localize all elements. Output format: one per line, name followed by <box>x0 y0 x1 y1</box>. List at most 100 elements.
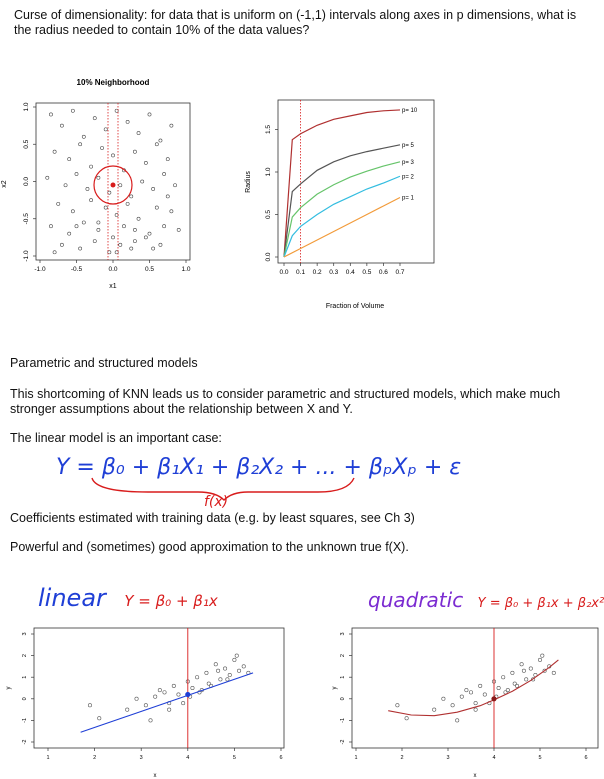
neighborhood-point <box>151 246 156 251</box>
paragraph-linear-model: The linear model is an important case: <box>10 431 222 445</box>
radius-ytick-label: 0.0 <box>265 252 272 261</box>
neighborhood-point <box>129 246 134 251</box>
neighborhood-point <box>100 146 104 150</box>
quadratic-point <box>395 703 400 708</box>
quadratic-point <box>538 657 543 662</box>
neighborhood-point <box>147 231 152 236</box>
radius-xtick-label: 0.6 <box>379 269 388 276</box>
handwritten-equation: Y = β₀ + β₁X₁ + β₂X₂ + ... + βₚXₚ + ε f(… <box>56 455 461 508</box>
neighborhood-frame <box>35 102 191 261</box>
neighborhood-xtick-label: 0.0 <box>108 266 117 273</box>
quadratic-xtick-label: 2 <box>400 755 403 761</box>
quadratic-point <box>478 683 483 688</box>
radius-series-line <box>283 196 401 258</box>
neighborhood-point <box>52 149 57 154</box>
radius-series-line <box>283 161 401 258</box>
quadratic-ytick-label: 2 <box>340 654 346 657</box>
neighborhood-point <box>111 235 115 240</box>
quadratic-point <box>496 686 501 691</box>
linear-point <box>241 664 246 669</box>
neighborhood-point <box>96 220 101 225</box>
linear-equation: Y = β₀ + β₁x <box>124 592 218 610</box>
quadratic-point <box>441 696 446 701</box>
neighborhood-circle <box>93 165 133 205</box>
linear-point <box>190 686 195 691</box>
linear-xtick-label: 6 <box>279 755 282 761</box>
quadratic-point <box>473 701 478 706</box>
quadratic-point <box>469 690 474 695</box>
neighborhood-point <box>107 250 112 255</box>
neighborhood-ytick-label: -0.5 <box>23 213 30 225</box>
radius-xtick-label: 0.5 <box>362 269 371 276</box>
neighborhood-ylabel: x2 <box>1 180 8 188</box>
neighborhood-plot: 10% Neighborhood -1.0 -0.5 0.0 0.5 1.0 -1.0 -0… <box>1 78 191 290</box>
neighborhood-point <box>70 209 75 214</box>
radius-ytick-label: 1.0 <box>265 167 272 176</box>
radius-xtick-label: 0.3 <box>329 269 338 276</box>
header-question: Curse of dimensionality: for data that i… <box>14 8 577 37</box>
neighborhood-point <box>129 194 134 199</box>
neighborhood-point <box>147 112 152 117</box>
neighborhood-point <box>85 187 90 191</box>
neighborhood-point <box>132 228 137 232</box>
linear-word: linear <box>38 584 106 612</box>
neighborhood-point <box>96 228 101 232</box>
neighborhood-ytick-label: 0.0 <box>23 177 30 186</box>
neighborhood-point <box>92 239 97 244</box>
neighborhood-point <box>140 179 145 184</box>
radius-plot: 0.0 0.1 0.2 0.3 0.4 0.5 0.6 0.7 0.0 0.5 1.0 1.5 p= … <box>245 99 435 310</box>
linear-point <box>206 681 211 686</box>
quadratic-point <box>510 670 515 675</box>
linear-point <box>195 675 200 680</box>
linear-ytick-label: 1 <box>22 676 28 679</box>
neighborhood-point <box>56 201 61 206</box>
linear-point <box>97 716 102 721</box>
neighborhood-point <box>67 157 72 162</box>
quadratic-point <box>482 692 487 697</box>
neighborhood-ytick-label: 1.0 <box>23 102 30 111</box>
neighborhood-point <box>107 190 112 195</box>
neighborhood-point <box>81 220 86 225</box>
quadratic-frame <box>351 627 599 749</box>
quadratic-point <box>524 677 529 682</box>
neighborhood-point <box>132 239 137 244</box>
radius-xtick-label: 0.1 <box>296 269 305 276</box>
quadratic-xtick-label: 3 <box>446 755 449 761</box>
neighborhood-point <box>169 209 174 214</box>
quadratic-equation: Y = β₀ + β₁x + β₂x² <box>477 596 604 611</box>
neighborhood-ytick-label: -1.0 <box>23 250 30 262</box>
linear-point <box>171 683 176 688</box>
radius-xtick-label: 0.4 <box>346 269 355 276</box>
linear-point <box>143 703 148 708</box>
quadratic-point <box>505 688 510 693</box>
neighborhood-point <box>78 142 83 147</box>
linear-xtick-label: 5 <box>233 755 236 761</box>
neighborhood-point <box>60 123 64 128</box>
neighborhood-point <box>151 187 156 191</box>
linear-point <box>181 701 186 706</box>
section-title: Parametric and structured models <box>10 356 198 370</box>
neighborhood-point <box>89 164 94 169</box>
neighborhood-point <box>118 183 123 188</box>
radius-xtick-label: 0.2 <box>313 269 322 276</box>
linear-point <box>225 677 230 682</box>
neighborhood-point <box>132 149 137 154</box>
radius-series-line <box>283 109 401 258</box>
linear-point <box>162 690 167 695</box>
neighborhood-point <box>143 160 148 165</box>
linear-ytick-label: 0 <box>22 697 28 700</box>
radius-series-label: p= 2 <box>402 174 415 180</box>
linear-heading: linear Y = β₀ + β₁x <box>38 584 218 612</box>
neighborhood-point <box>162 172 167 176</box>
neighborhood-point <box>114 250 119 255</box>
neighborhood-point <box>74 172 79 176</box>
neighborhood-xtick-label: -0.5 <box>71 266 83 273</box>
radius-series-line <box>283 175 401 258</box>
linear-point <box>153 694 158 699</box>
linear-point <box>216 668 221 673</box>
quadratic-point <box>542 668 547 673</box>
linear-point <box>227 673 232 678</box>
linear-ylabel: y <box>6 687 12 690</box>
radius-ytick-label: 0.5 <box>265 210 272 219</box>
quadratic-word: quadratic <box>368 588 464 612</box>
